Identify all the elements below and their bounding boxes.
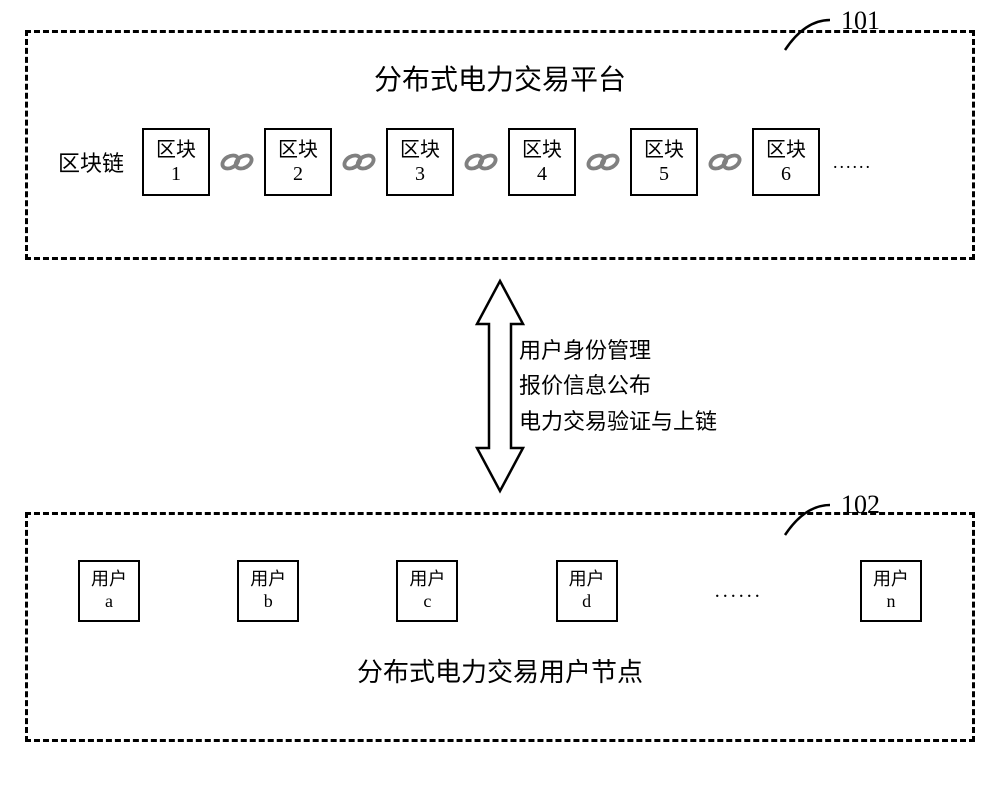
- platform-box: 分布式电力交易平台 区块链 区块 1 区块 2 区块 3: [25, 30, 975, 260]
- middle-section: 用户身份管理 报价信息公布 电力交易验证与上链: [25, 260, 975, 512]
- users-box: 用户 a 用户 b 用户 c 用户 d ...... 用户 n 分布式电力交易用…: [25, 512, 975, 742]
- user-a: 用户 a: [78, 560, 140, 622]
- chain-link-icon: [218, 147, 256, 177]
- block-5: 区块 5: [630, 128, 698, 196]
- chain-link-icon: [462, 147, 500, 177]
- users-ellipsis: ......: [715, 580, 763, 603]
- blockchain-row: 区块链 区块 1 区块 2 区块 3: [48, 128, 952, 196]
- block-3: 区块 3: [386, 128, 454, 196]
- user-row: 用户 a 用户 b 用户 c 用户 d ...... 用户 n: [48, 535, 952, 622]
- blockchain-label: 区块链: [58, 146, 124, 178]
- diagram-container: 101 分布式电力交易平台 区块链 区块 1 区块 2: [0, 0, 1000, 802]
- middle-text: 用户身份管理 报价信息公布 电力交易验证与上链: [519, 333, 717, 439]
- block-4: 区块 4: [508, 128, 576, 196]
- users-title: 分布式电力交易用户节点: [48, 652, 952, 689]
- chain-link-icon: [340, 147, 378, 177]
- chain-link-icon: [706, 147, 744, 177]
- platform-title: 分布式电力交易平台: [48, 58, 952, 98]
- user-b: 用户 b: [237, 560, 299, 622]
- user-c: 用户 c: [396, 560, 458, 622]
- user-d: 用户 d: [556, 560, 618, 622]
- blocks-ellipsis: ......: [833, 152, 872, 173]
- block-2: 区块 2: [264, 128, 332, 196]
- user-n: 用户 n: [860, 560, 922, 622]
- block-6: 区块 6: [752, 128, 820, 196]
- chain-link-icon: [584, 147, 622, 177]
- block-1: 区块 1: [142, 128, 210, 196]
